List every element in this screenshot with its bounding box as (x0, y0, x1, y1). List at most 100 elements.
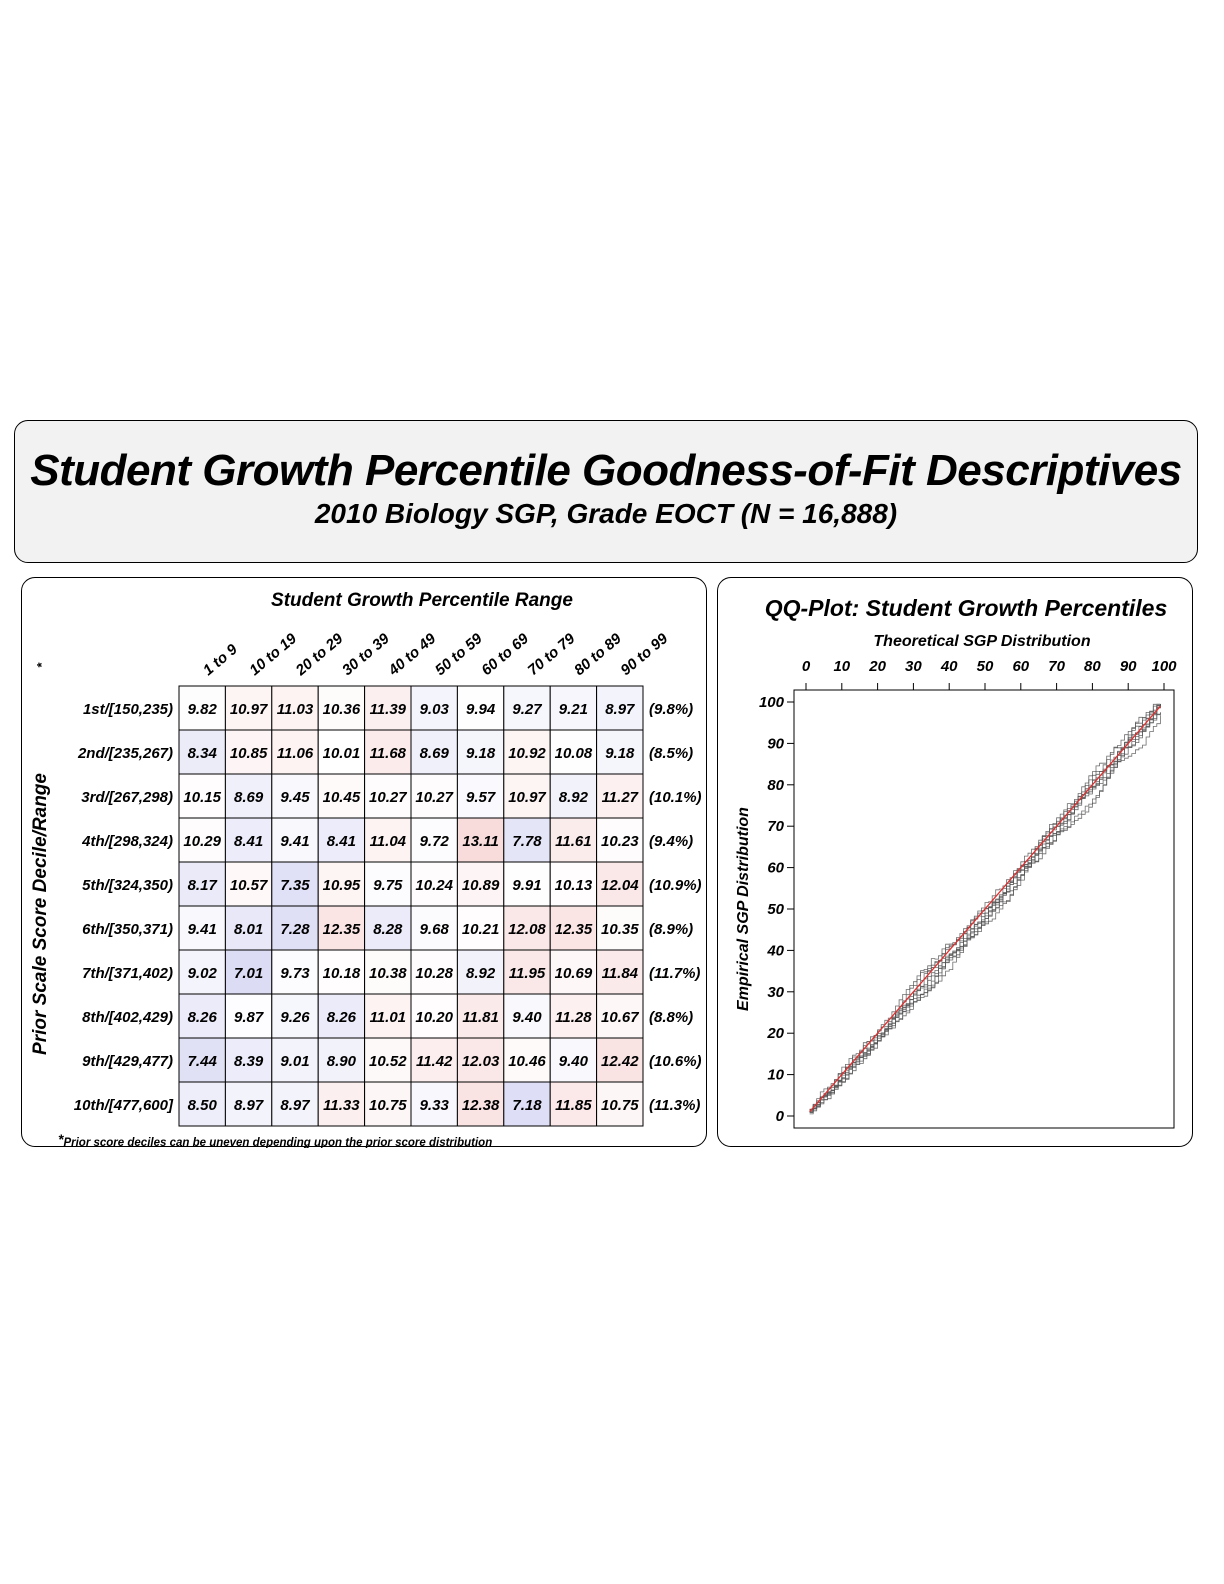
page-title: Student Growth Percentile Goodness-of-Fi… (30, 446, 1182, 495)
table-cell (178, 685, 226, 731)
cell-value: 10.27 (369, 789, 407, 806)
table-cell (364, 905, 412, 951)
table-cell (549, 861, 598, 907)
y-tick-label: 80 (767, 777, 784, 794)
row-axis-label: Prior Scale Score Decile/Range (30, 773, 51, 1055)
cell-value: 11.27 (602, 789, 639, 806)
column-header: 50 to 59 (432, 630, 486, 679)
footnote: *Prior score deciles can be uneven depen… (58, 1131, 492, 1148)
cell-value: 9.94 (466, 701, 496, 718)
cell-value: 10.20 (415, 1009, 453, 1026)
cell-value: 10.89 (462, 877, 500, 894)
cell-value: 9.40 (512, 1009, 542, 1026)
y-tick-label: 90 (767, 735, 784, 752)
row-label: 4th/[298,324) (81, 833, 173, 850)
row-label: 5th/[324,350) (82, 877, 173, 894)
cell-value: 11.84 (602, 965, 639, 982)
cell-value: 8.34 (188, 745, 218, 762)
x-tick-label: 40 (940, 658, 958, 675)
table-cell (456, 1037, 505, 1083)
cell-value: 9.72 (420, 833, 450, 850)
cell-value: 10.75 (369, 1097, 407, 1114)
y-tick-label: 20 (766, 1025, 784, 1042)
column-header: 70 to 79 (525, 630, 579, 679)
cell-value: 9.03 (420, 701, 450, 718)
cell-value: 9.27 (512, 701, 542, 718)
cell-value: 10.38 (369, 965, 407, 982)
cell-value: 7.35 (280, 877, 310, 894)
cell-value: 10.27 (415, 789, 453, 806)
table-cell (178, 1037, 226, 1083)
cell-value: 11.68 (370, 745, 407, 762)
x-tick-label: 20 (868, 658, 886, 675)
table-cell (364, 1037, 412, 1083)
cell-value: 10.13 (555, 877, 593, 894)
column-header: 10 to 19 (246, 630, 300, 679)
table-cell (456, 729, 505, 775)
cell-value: 11.81 (462, 1009, 498, 1026)
column-header: 60 to 69 (478, 630, 532, 679)
table-cell (271, 1081, 319, 1127)
cell-value: 9.45 (280, 789, 310, 806)
y-tick-label: 0 (776, 1108, 785, 1125)
cell-value: 11.33 (323, 1097, 360, 1114)
table-cell (271, 773, 319, 819)
table-title: Student Growth Percentile Range (271, 590, 573, 611)
column-header: 80 to 89 (571, 630, 625, 679)
column-header: 1 to 9 (200, 640, 241, 679)
table-cell (410, 1081, 458, 1127)
cell-value: 10.18 (323, 965, 361, 982)
fit-table-chart: Student Growth Percentile Range 1 to 9 10 … (30, 590, 702, 1149)
table-cell (456, 773, 505, 819)
cell-value: 9.75 (373, 877, 403, 894)
cell-value: 13.11 (462, 833, 498, 850)
cell-value: 9.87 (234, 1009, 264, 1026)
table-cell (596, 861, 644, 907)
table-cell (549, 1037, 598, 1083)
x-tick-label: 70 (1048, 658, 1065, 675)
reference-line (809, 705, 1161, 1113)
cell-value: 8.17 (188, 877, 218, 894)
table-cell (456, 861, 505, 907)
table-cell (410, 993, 458, 1039)
cell-value: 11.28 (555, 1009, 592, 1026)
table-cell (503, 729, 551, 775)
table-cell (410, 817, 458, 863)
cell-value: 10.97 (230, 701, 268, 718)
y-tick-label: 70 (767, 818, 784, 835)
table-cell (596, 1037, 644, 1083)
table-cell (317, 993, 366, 1039)
table-cell (317, 729, 366, 775)
row-label: 2nd/[235,267) (77, 745, 173, 762)
x-tick-label: 100 (1151, 658, 1177, 675)
cell-value: 9.01 (280, 1053, 309, 1070)
cell-value: 10.69 (555, 965, 593, 982)
row-percent: (9.8%) (649, 701, 693, 718)
row-percent: (9.4%) (649, 833, 693, 850)
cell-value: 8.92 (559, 789, 589, 806)
table-cell (224, 993, 273, 1039)
page-subtitle: 2010 Biology SGP, Grade EOCT (N = 16,888… (314, 498, 898, 529)
x-tick-label: 90 (1120, 658, 1137, 675)
column-header: 40 to 49 (385, 630, 440, 680)
table-cell (503, 1037, 551, 1083)
empirical-quantile-line (809, 715, 1161, 1112)
row-percent: (10.9%) (649, 877, 702, 894)
y-tick-label: 60 (767, 860, 784, 877)
table-cell (224, 861, 273, 907)
empirical-quantile-line (809, 704, 1161, 1111)
table-cell (410, 685, 458, 731)
cell-value: 8.97 (234, 1097, 264, 1114)
table-cell (549, 729, 598, 775)
row-label: 6th/[350,371) (82, 921, 173, 938)
cell-value: 11.03 (277, 701, 314, 718)
table-cell (596, 817, 644, 863)
fit-table-panel: Student Growth Percentile Range 1 to 9 10 … (21, 577, 707, 1149)
cell-value: 7.78 (512, 833, 542, 850)
table-cell (364, 861, 412, 907)
table-cell (410, 729, 458, 775)
column-header: 20 to 29 (292, 630, 347, 680)
table-cell (410, 949, 458, 995)
cell-value: 10.45 (323, 789, 361, 806)
cell-value: 8.69 (234, 789, 264, 806)
